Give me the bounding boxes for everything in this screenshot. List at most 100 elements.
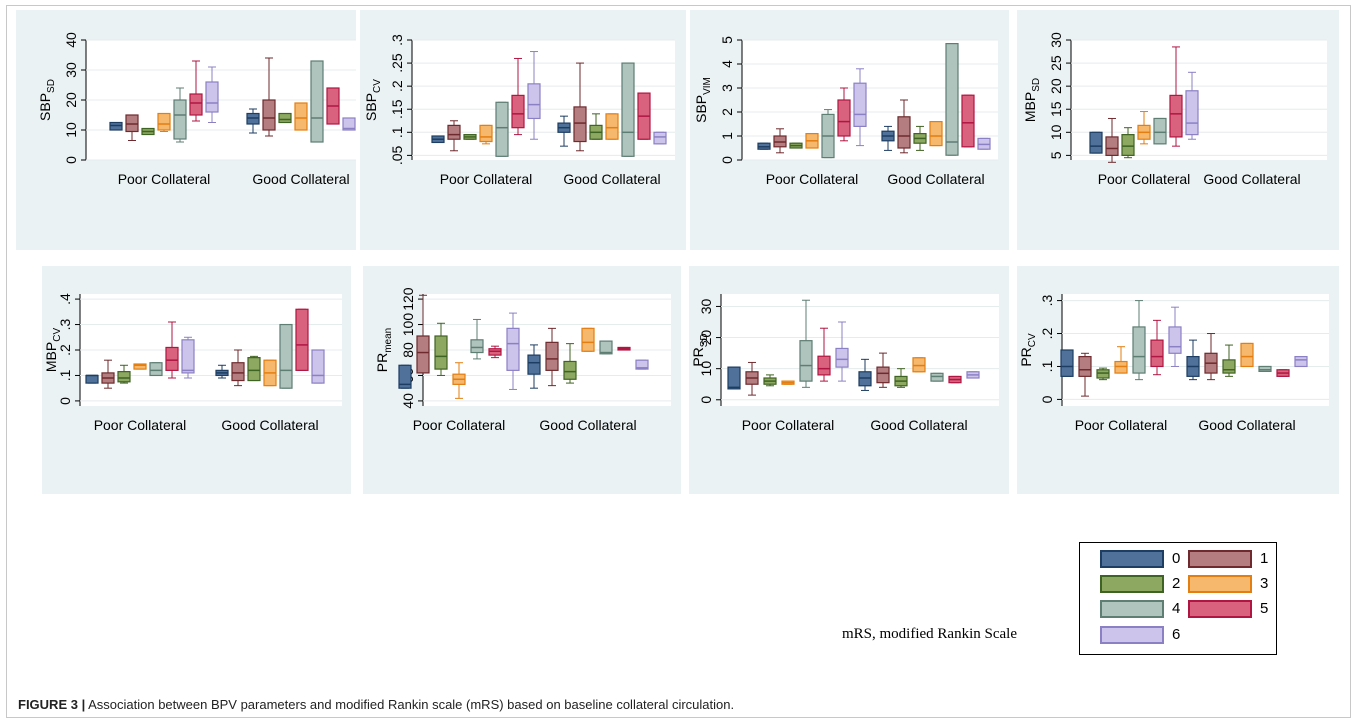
box-good-mrs-1: [876, 352, 890, 388]
box-poor-mrs-1: [1078, 352, 1092, 397]
legend-label: 0: [1172, 550, 1181, 567]
box-body: [945, 42, 959, 156]
box-good-mrs-5: [961, 94, 975, 148]
panel-mbp-cv: 0 .1 .2 .3 .4 MBPCV Poor Collateral Good Collat…: [42, 266, 351, 494]
box-good-mrs-1: [262, 57, 276, 137]
box-body: [858, 371, 872, 387]
box-body: [416, 335, 430, 374]
box-good-mrs-6: [342, 117, 356, 131]
box-body: [1132, 326, 1146, 374]
box-body: [294, 102, 308, 131]
box-poor-mrs-4: [821, 109, 835, 159]
box-poor-mrs-3: [452, 362, 466, 399]
y-axis-label: PRCV: [1018, 333, 1038, 367]
category-label: Good Collateral: [563, 171, 660, 187]
box-body: [1153, 117, 1167, 145]
y-axis-label: MBPCV: [43, 328, 63, 373]
box-poor-mrs-4: [1132, 300, 1146, 381]
box-body: [929, 120, 943, 147]
y-axis-label: PRSD: [690, 333, 710, 366]
box-good-mrs-0: [557, 115, 571, 147]
box-good-mrs-5: [295, 308, 309, 371]
box-body: [605, 113, 619, 140]
box-body: [278, 112, 292, 124]
box-poor-mrs-2: [1121, 127, 1135, 159]
box-poor-mrs-2: [1096, 367, 1110, 381]
y-tick-label: 10: [698, 361, 714, 377]
legend: 0 1 2 3 4 5 6: [1079, 542, 1277, 655]
box-poor-mrs-6: [205, 66, 219, 123]
y-axis-label-sub: mean: [383, 328, 394, 353]
box-body: [573, 106, 587, 143]
box-body: [835, 347, 849, 368]
plot-area: [1062, 294, 1329, 406]
box-poor-mrs-1: [447, 120, 461, 152]
y-tick-label: 10: [1048, 124, 1064, 140]
y-tick-label: 30: [1048, 32, 1064, 48]
box-good-mrs-4: [1258, 365, 1272, 373]
category-label: Good Collateral: [870, 417, 967, 433]
box-body: [434, 335, 448, 370]
box-good-mrs-1: [573, 62, 587, 152]
box-good-mrs-1: [545, 327, 559, 387]
y-axis-label-sub: CV: [52, 328, 63, 342]
box-body: [1114, 360, 1128, 374]
y-tick-label: .3: [57, 318, 73, 330]
figure-caption: FIGURE 3 | Association between BPV param…: [18, 697, 734, 712]
box-poor-mrs-0: [727, 366, 741, 390]
box-plot-svg: 0 10 20 30 PRSD Poor Collateral Good Collatera…: [690, 294, 999, 433]
box-good-mrs-3: [294, 102, 308, 131]
box-body: [479, 124, 493, 143]
box-good-mrs-2: [1222, 344, 1236, 377]
legend-swatch-1: [1188, 550, 1252, 568]
box-body: [1185, 90, 1199, 136]
box-poor-mrs-3: [805, 132, 819, 149]
box-body: [311, 349, 325, 384]
legend-label: 6: [1172, 626, 1181, 643]
y-tick-label: 20: [698, 330, 714, 346]
box-body: [527, 83, 541, 120]
y-axis-label-main: PR: [690, 347, 706, 366]
plot-area: [721, 294, 999, 406]
box-body: [1105, 136, 1119, 156]
y-tick-label: 20: [1048, 78, 1064, 94]
box-poor-mrs-6: [181, 336, 195, 379]
box-body: [563, 360, 577, 380]
box-body: [1121, 134, 1135, 156]
box-body: [398, 364, 412, 389]
box-good-mrs-5: [637, 92, 651, 140]
y-axis-label-main: SBP: [693, 95, 709, 123]
box-body: [495, 101, 509, 157]
y-tick-label: .15: [389, 99, 405, 119]
box-good-mrs-0: [858, 358, 872, 391]
y-tick-label: 30: [698, 298, 714, 314]
box-body: [1060, 349, 1074, 377]
box-body: [149, 362, 163, 377]
box-body: [342, 117, 356, 131]
panel-sbp-sd: 0 10 20 30 40 SBPSD Poor Collateral Good Collat…: [16, 10, 356, 250]
box-poor-mrs-3: [1137, 111, 1151, 145]
box-poor-mrs-1: [1105, 117, 1119, 163]
box-body: [181, 339, 195, 374]
y-tick-label: 30: [63, 62, 79, 78]
box-poor-mrs-4: [799, 299, 813, 388]
box-good-mrs-1: [897, 99, 911, 154]
box-body: [1096, 369, 1110, 379]
y-tick-label: .1: [57, 369, 73, 381]
box-good-mrs-6: [653, 131, 667, 145]
box-good-mrs-3: [605, 113, 619, 140]
box-body: [621, 62, 635, 157]
box-poor-mrs-0: [757, 142, 771, 150]
box-plot-svg: 0 1 2 3 4 5 SBPVIM Poor Collateral Good Collater…: [693, 36, 998, 187]
plot-area: [412, 40, 675, 160]
box-body: [635, 359, 649, 370]
box-body: [205, 81, 219, 113]
y-tick-label: 0: [1039, 395, 1055, 403]
y-axis-label-sub: SD: [1031, 78, 1042, 92]
box-body: [912, 357, 926, 373]
box-poor-mrs-3: [479, 124, 493, 145]
y-tick-label: 40: [400, 393, 416, 409]
y-tick-label: 3: [719, 84, 735, 92]
box-body: [295, 308, 309, 371]
